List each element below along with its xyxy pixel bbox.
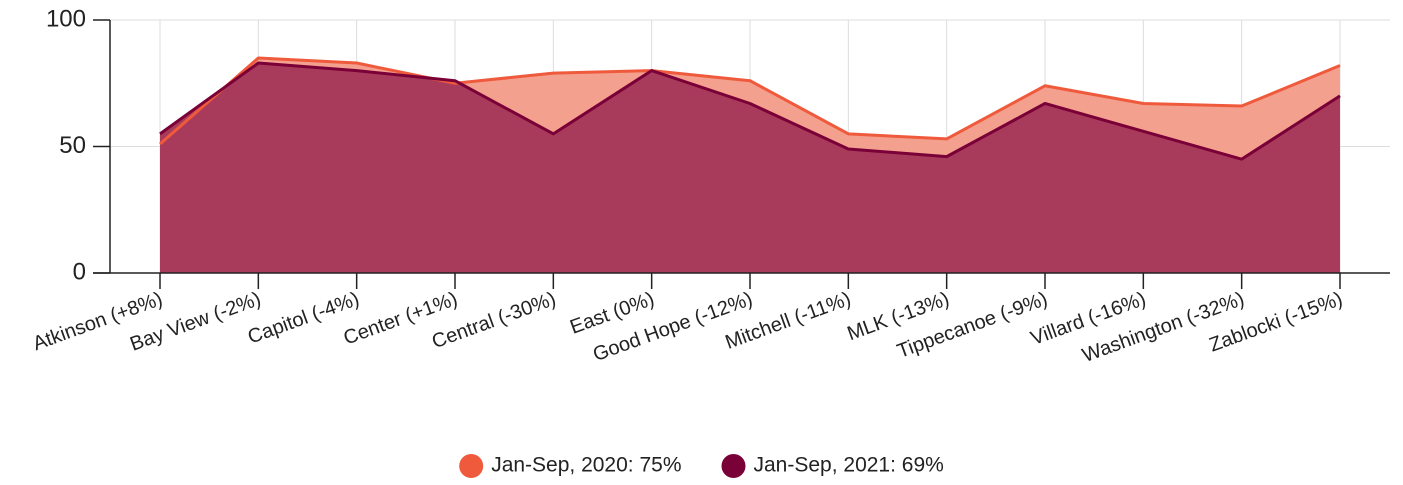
legend-label: Jan-Sep, 2021: 69%: [754, 454, 944, 477]
y-tick-label: 50: [59, 132, 86, 159]
line: [159, 61, 1341, 161]
line: [159, 56, 1341, 146]
y-tick-label: 100: [46, 5, 86, 32]
legend-marker: [721, 454, 746, 478]
legend: Jan-Sep, 2020: 75% Jan-Sep, 2021: 69%: [459, 454, 944, 478]
x-tick-label: Washington (-32%): [1079, 288, 1247, 367]
legend-label: Jan-Sep, 2020: 75%: [491, 454, 681, 477]
area: [160, 63, 1340, 274]
legend-marker: [459, 454, 484, 478]
y-tick-label: 0: [73, 258, 86, 285]
